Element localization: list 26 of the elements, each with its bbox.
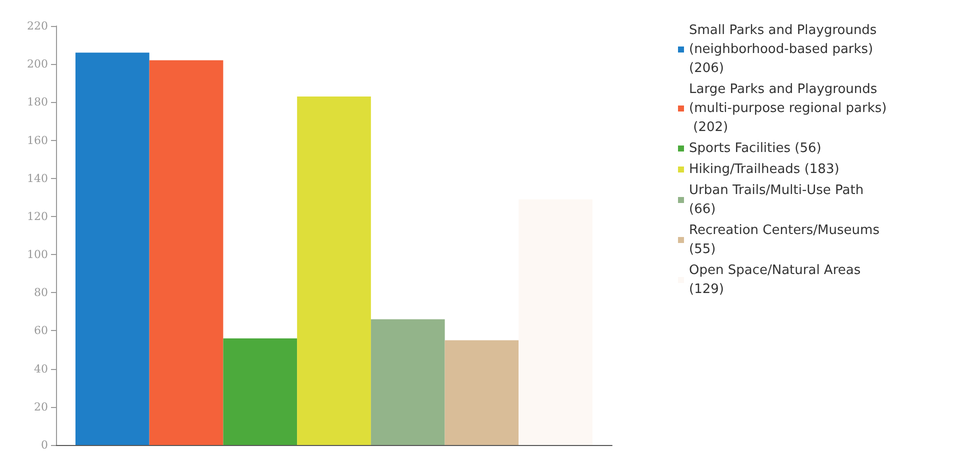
legend-label: Hiking/Trailheads (183) xyxy=(689,162,840,177)
legend-label: Large Parks and Playgrounds (multi-purpose regional parks) (202) xyxy=(689,82,887,135)
bar xyxy=(223,338,298,445)
y-tick-label: 20 xyxy=(34,400,48,414)
y-tick-label: 80 xyxy=(34,286,48,300)
bar xyxy=(370,319,445,445)
legend-label: Urban Trails/Multi-Use Path (66) xyxy=(689,183,868,217)
bar xyxy=(149,60,224,445)
legend-label: Small Parks and Playgrounds (neighborhood-based parks) (206) xyxy=(689,23,881,76)
legend-label: Sports Facilities (56) xyxy=(689,141,822,156)
y-tick-label: 200 xyxy=(27,58,48,71)
bar xyxy=(444,340,519,445)
y-tick-label: 140 xyxy=(27,172,48,185)
y-tick-label: 40 xyxy=(34,362,48,376)
legend-label: Recreation Centers/Museums (55) xyxy=(689,223,884,257)
legend-label: Open Space/Natural Areas (129) xyxy=(689,263,865,297)
y-tick-label: 60 xyxy=(34,324,48,338)
bar xyxy=(297,96,371,445)
y-tick-label: 100 xyxy=(27,248,48,262)
y-tick-label: 160 xyxy=(27,134,48,147)
bar xyxy=(518,199,593,445)
y-tick-label: 120 xyxy=(27,210,48,223)
bar xyxy=(75,52,150,445)
y-tick-label: 0 xyxy=(41,438,48,452)
y-tick-label: 180 xyxy=(27,96,48,109)
y-tick-label: 220 xyxy=(27,20,48,32)
